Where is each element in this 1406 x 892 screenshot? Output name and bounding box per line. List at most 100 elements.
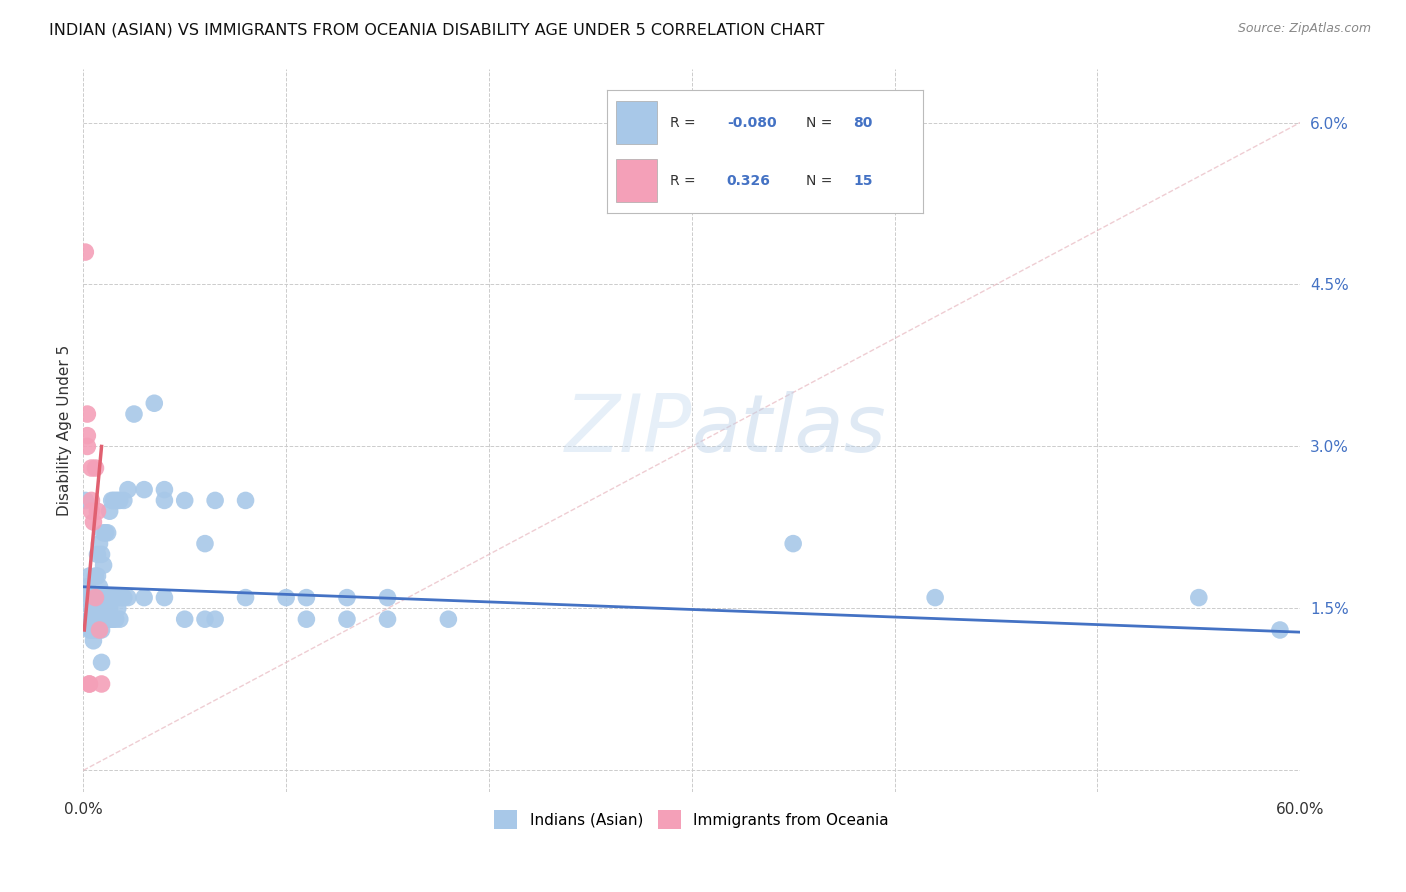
Point: [112, 591, 135, 605]
Point: [79, 677, 101, 691]
Point: [80, 461, 103, 475]
Point: [108, 493, 131, 508]
Text: Source: ZipAtlas.com: Source: ZipAtlas.com: [1237, 22, 1371, 36]
Point: [97, 612, 120, 626]
Point: [924, 591, 946, 605]
Point: [80, 601, 103, 615]
Point: [84, 461, 107, 475]
Point: [377, 591, 399, 605]
Point: [89, 591, 111, 605]
Point: [107, 493, 129, 508]
Point: [103, 493, 125, 508]
Point: [90, 548, 112, 562]
Point: [86, 548, 108, 562]
Point: [173, 493, 195, 508]
Point: [90, 601, 112, 615]
Point: [104, 612, 127, 626]
Point: [782, 536, 804, 550]
Point: [89, 623, 111, 637]
Point: [295, 591, 318, 605]
Point: [104, 493, 127, 508]
Point: [97, 525, 120, 540]
Point: [76, 428, 98, 442]
Point: [82, 633, 104, 648]
Point: [79, 569, 101, 583]
Point: [76, 591, 98, 605]
Point: [89, 612, 111, 626]
Point: [90, 623, 112, 637]
Point: [94, 591, 117, 605]
Point: [82, 612, 104, 626]
Point: [89, 536, 111, 550]
Point: [79, 623, 101, 637]
Point: [143, 396, 166, 410]
Point: [108, 591, 131, 605]
Point: [82, 601, 104, 615]
Point: [274, 591, 297, 605]
Point: [76, 580, 98, 594]
Point: [103, 591, 125, 605]
Point: [1188, 591, 1211, 605]
Point: [98, 601, 121, 615]
Point: [80, 493, 103, 508]
Point: [117, 591, 139, 605]
Point: [235, 493, 257, 508]
Text: atlas: atlas: [692, 392, 887, 469]
Point: [89, 580, 111, 594]
Point: [104, 591, 127, 605]
Point: [295, 612, 318, 626]
Point: [112, 493, 135, 508]
Point: [76, 439, 98, 453]
Point: [103, 612, 125, 626]
Point: [437, 612, 460, 626]
Point: [153, 493, 176, 508]
Point: [98, 504, 121, 518]
Point: [80, 623, 103, 637]
Point: [235, 591, 257, 605]
Point: [90, 677, 112, 691]
Point: [76, 407, 98, 421]
Point: [84, 612, 107, 626]
Point: [134, 591, 156, 605]
Point: [93, 525, 115, 540]
Point: [117, 483, 139, 497]
Point: [79, 612, 101, 626]
Point: [94, 525, 117, 540]
Point: [93, 612, 115, 626]
Point: [79, 677, 101, 691]
Legend: Indians (Asian), Immigrants from Oceania: Indians (Asian), Immigrants from Oceania: [488, 804, 896, 835]
Point: [173, 612, 195, 626]
Point: [75, 245, 97, 260]
Point: [80, 591, 103, 605]
Point: [93, 591, 115, 605]
Point: [204, 493, 226, 508]
Point: [98, 612, 121, 626]
Point: [82, 515, 104, 529]
Point: [90, 656, 112, 670]
Point: [194, 612, 217, 626]
Point: [86, 591, 108, 605]
Point: [100, 493, 122, 508]
Point: [336, 612, 359, 626]
Point: [84, 601, 107, 615]
Point: [107, 601, 129, 615]
Point: [100, 612, 122, 626]
Point: [84, 591, 107, 605]
Y-axis label: Disability Age Under 5: Disability Age Under 5: [58, 344, 72, 516]
Point: [84, 591, 107, 605]
Point: [204, 612, 226, 626]
Point: [97, 591, 120, 605]
Point: [122, 407, 145, 421]
Point: [86, 612, 108, 626]
Point: [194, 536, 217, 550]
Point: [86, 504, 108, 518]
Point: [82, 623, 104, 637]
Point: [84, 623, 107, 637]
Point: [1268, 623, 1291, 637]
Point: [84, 569, 107, 583]
Point: [94, 601, 117, 615]
Point: [377, 612, 399, 626]
Point: [75, 493, 97, 508]
Point: [86, 569, 108, 583]
Point: [153, 591, 176, 605]
